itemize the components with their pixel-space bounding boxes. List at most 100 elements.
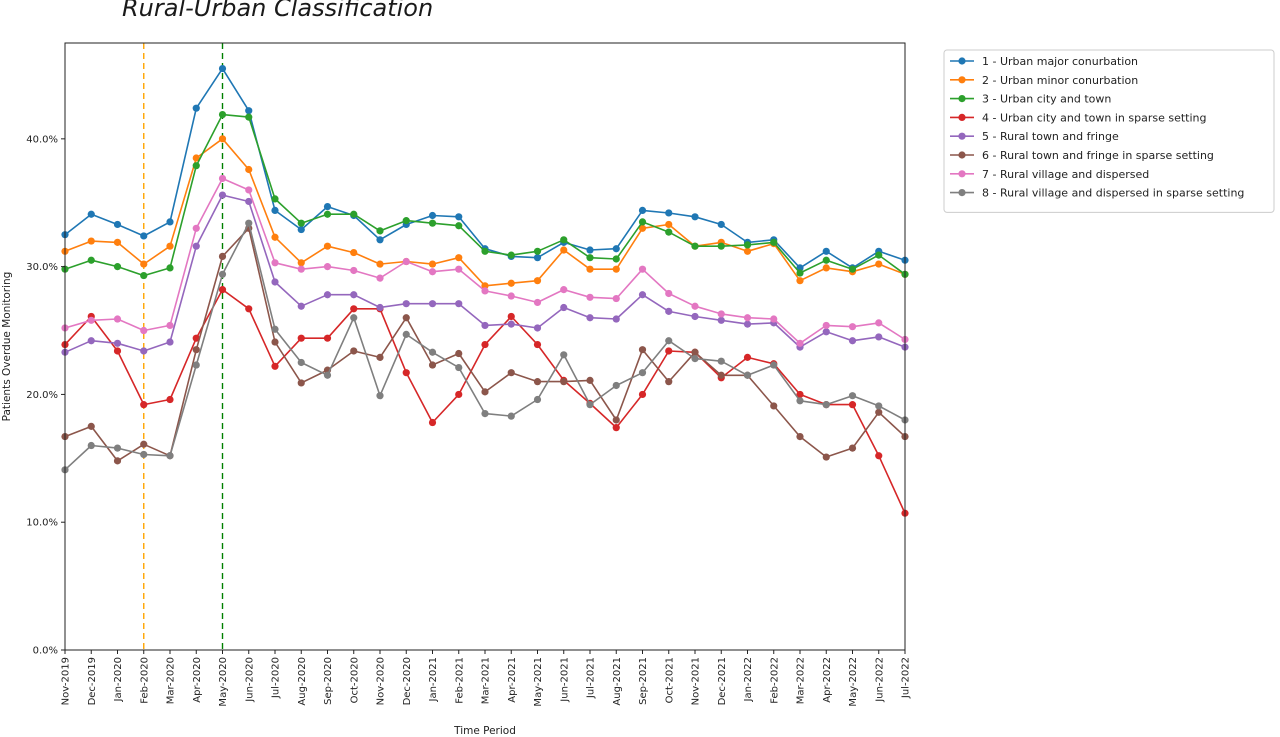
data-point [218,135,227,143]
data-point [140,326,148,335]
data-point [665,347,673,355]
data-point [455,265,463,273]
data-point [691,213,699,221]
data-point [350,347,358,355]
data-point [166,218,174,226]
x-tick-label: Apr-2020 [192,657,203,703]
x-tick-label: Feb-2022 [769,657,780,704]
data-point [875,408,883,416]
data-point [376,260,384,268]
data-point [875,251,883,259]
data-point [796,390,804,399]
x-tick-label: Jan-2022 [743,657,754,702]
data-point [350,248,358,257]
x-tick-label: Feb-2020 [139,657,150,704]
data-point [875,452,883,460]
legend-marker [958,189,966,197]
data-point [612,315,620,323]
data-point [350,291,358,299]
legend-item-8: 8 - Rural village and dispersed in spars… [950,187,1244,200]
x-tick-label: Jun-2022 [874,657,885,703]
x-tick-label: Feb-2021 [454,657,465,704]
data-point [297,259,305,267]
data-point [166,242,174,250]
data-point [218,174,227,183]
data-point [166,338,174,346]
x-tick-label: Aug-2021 [612,657,623,706]
data-point [245,107,253,115]
data-point [560,378,568,386]
data-point [140,347,148,355]
data-point [848,265,857,273]
data-point [717,242,725,250]
y-tick-label: 40.0% [26,134,58,145]
x-tick-label: Mar-2022 [796,657,807,704]
data-point [350,266,358,275]
data-point [271,338,279,346]
data-point [638,218,647,226]
data-point [428,260,437,268]
data-point [586,265,594,273]
legend-label: 8 - Rural village and dispersed in spars… [982,187,1244,200]
data-point [665,337,673,345]
data-point [533,277,542,285]
x-tick-label: May-2022 [848,657,859,707]
data-point [796,432,804,441]
data-point [717,316,725,324]
data-point [665,209,673,217]
data-point [770,361,778,369]
data-point [245,186,253,194]
reference-lines [143,43,224,650]
legend-item-7: 7 - Rural village and dispersed [950,168,1149,181]
data-point [376,303,384,312]
y-tick-label: 0.0% [33,646,58,657]
data-point [848,337,857,345]
data-point [665,228,673,236]
data-point [665,220,673,229]
data-point [481,321,489,330]
legend-marker [958,95,966,103]
data-point [245,197,253,206]
data-point [507,279,515,287]
x-tick-label: May-2020 [218,657,229,707]
data-point [297,265,305,273]
data-point [612,245,620,253]
data-point [376,274,384,282]
data-point [507,312,515,321]
data-point [481,409,489,418]
legend-label: 7 - Rural village and dispersed [982,168,1149,181]
data-point [428,211,437,220]
data-point [717,357,725,365]
data-point [875,402,883,410]
data-point [113,457,122,465]
data-point [87,237,95,245]
data-point [638,206,647,215]
data-point [218,286,227,294]
data-point [428,219,437,227]
data-point [271,259,279,267]
y-tick-label: 30.0% [26,262,58,273]
data-point [166,321,174,330]
data-point [376,227,384,235]
x-tick-label: Jul-2020 [271,657,282,699]
data-point [271,325,279,333]
data-point [586,254,594,262]
x-tick-label: Dec-2020 [402,657,413,705]
data-point [271,233,279,241]
x-axis: Nov-2019 Dec-2019 Jan-2020 Feb-2020 Mar-2020… [61,650,912,707]
data-point [586,376,594,384]
data-point [638,291,647,299]
legend-label: 6 - Rural town and fringe in sparse sett… [982,149,1214,162]
data-point [245,165,253,174]
series-2 [61,135,909,290]
data-point [350,314,358,322]
data-point [218,64,227,73]
plot-series [61,64,909,517]
data-point [533,340,542,349]
series-line [64,67,906,269]
x-tick-label: Dec-2021 [717,657,728,705]
data-point [402,369,410,377]
data-point [560,236,568,244]
data-point [297,225,305,234]
